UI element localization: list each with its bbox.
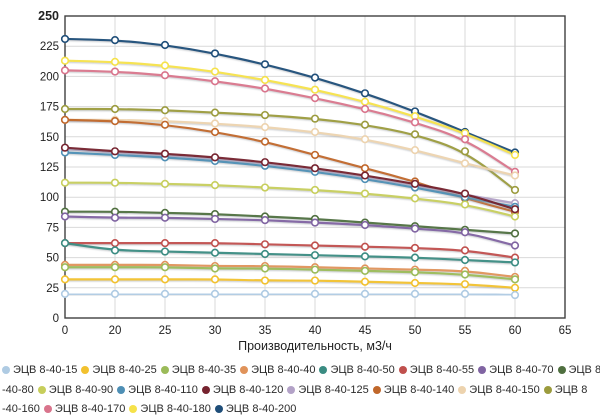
svg-text:50: 50	[409, 325, 422, 337]
svg-text:Производительность, м3/ч: Производительность, м3/ч	[238, 339, 392, 353]
svg-text:75: 75	[46, 222, 59, 234]
svg-text:250: 250	[38, 9, 59, 23]
svg-text:55: 55	[459, 325, 472, 337]
svg-text:20: 20	[109, 325, 122, 337]
svg-text:150: 150	[40, 132, 59, 144]
svg-text:40: 40	[309, 325, 322, 337]
svg-text:0: 0	[53, 313, 59, 325]
svg-text:125: 125	[40, 162, 59, 174]
svg-text:25: 25	[46, 283, 59, 295]
svg-text:100: 100	[40, 192, 59, 204]
svg-text:0: 0	[62, 325, 68, 337]
svg-text:60: 60	[509, 325, 522, 337]
svg-text:45: 45	[359, 325, 372, 337]
svg-text:175: 175	[40, 102, 59, 114]
svg-text:50: 50	[46, 253, 59, 265]
svg-text:65: 65	[559, 325, 572, 337]
svg-text:30: 30	[209, 325, 222, 337]
svg-text:225: 225	[40, 41, 59, 53]
svg-text:35: 35	[259, 325, 272, 337]
svg-text:25: 25	[159, 325, 172, 337]
svg-text:200: 200	[40, 71, 59, 83]
